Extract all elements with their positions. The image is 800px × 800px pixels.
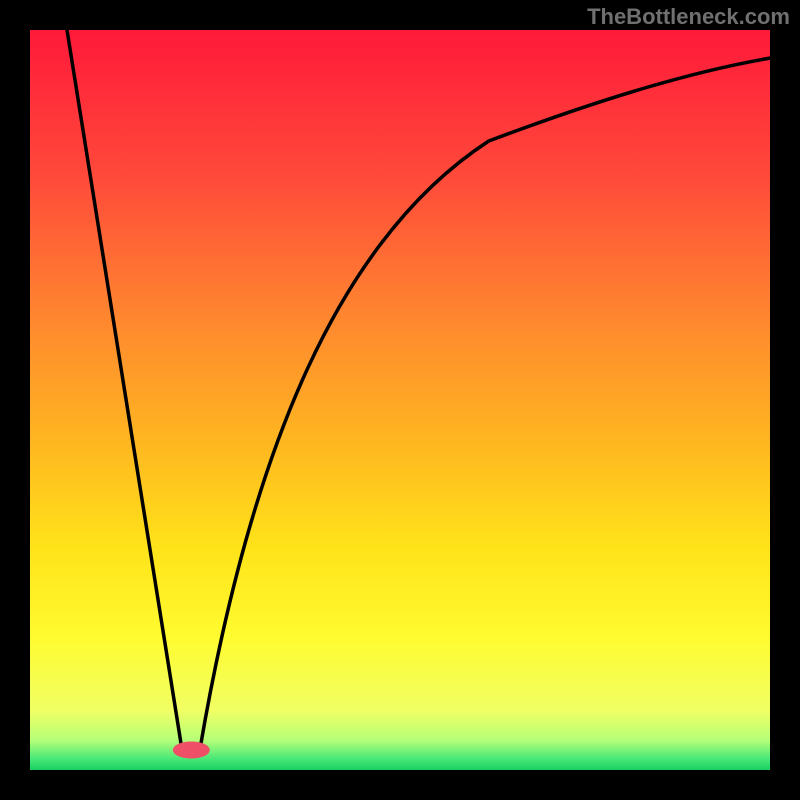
curve-left-segment [67,30,182,748]
curve-right-segment [200,58,770,748]
minimum-marker [173,742,209,758]
frame-border-right [770,0,800,800]
plot-area [30,30,770,770]
curve-layer [30,30,770,770]
frame-border-left [0,0,30,800]
watermark-text: TheBottleneck.com [587,4,790,30]
frame-border-bottom [0,770,800,800]
chart-container: TheBottleneck.com [0,0,800,800]
